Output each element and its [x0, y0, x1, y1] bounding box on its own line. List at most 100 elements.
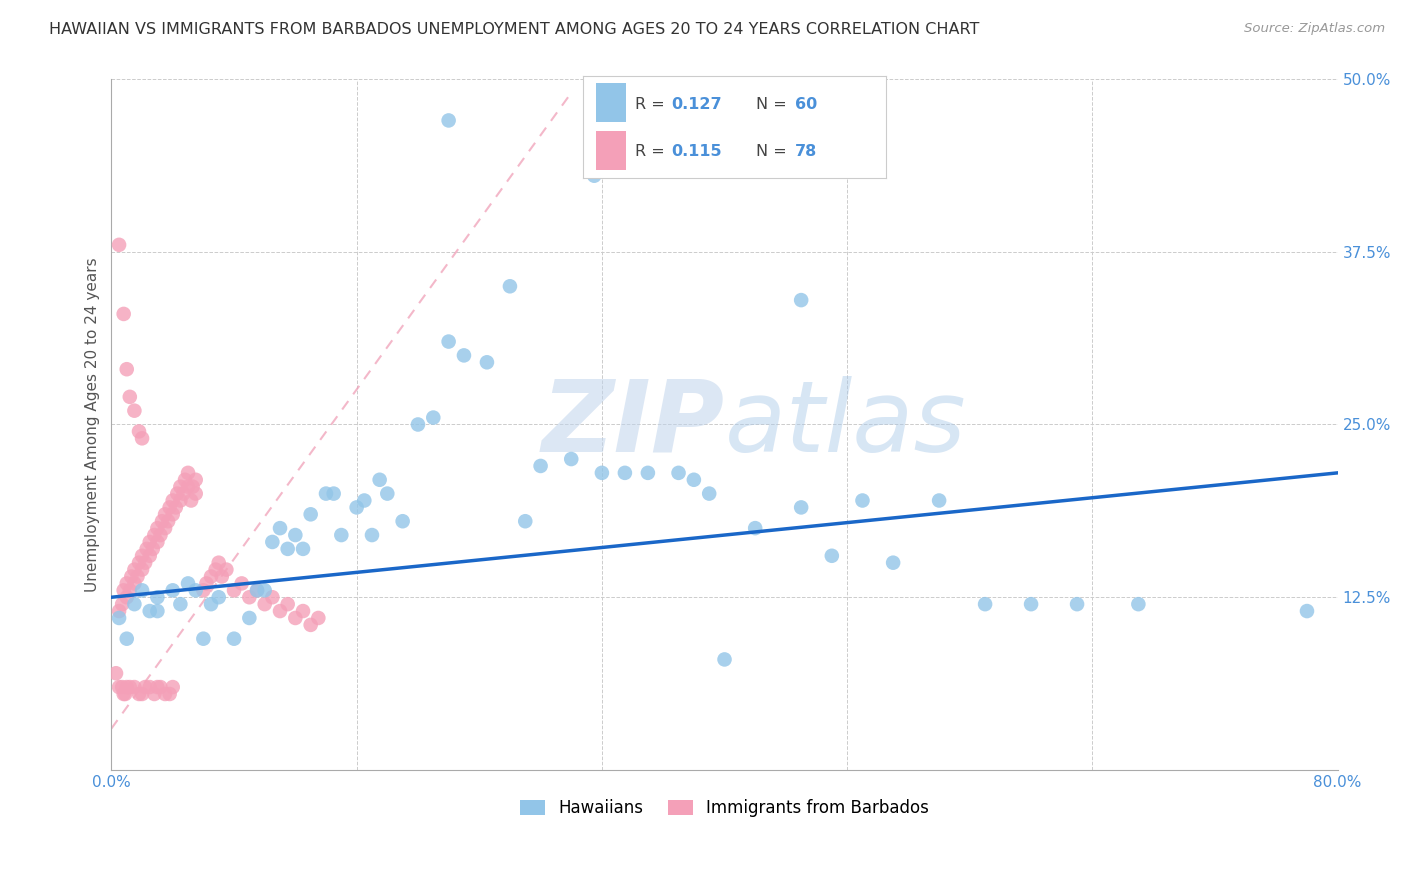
- Point: [115, 362, 138, 376]
- Point: [108, 237, 131, 252]
- Point: [159, 500, 181, 515]
- Point: [149, 680, 172, 694]
- Point: [124, 403, 146, 417]
- Point: [124, 680, 146, 694]
- Point: [284, 611, 307, 625]
- Point: [150, 514, 173, 528]
- Point: [269, 521, 291, 535]
- Point: [307, 611, 329, 625]
- Point: [142, 541, 165, 556]
- Point: [128, 425, 150, 439]
- Point: [222, 583, 245, 598]
- Point: [177, 480, 200, 494]
- Point: [112, 307, 135, 321]
- Point: [591, 466, 613, 480]
- Point: [330, 528, 353, 542]
- Point: [882, 556, 904, 570]
- Point: [159, 687, 181, 701]
- Point: [124, 597, 146, 611]
- Point: [131, 563, 153, 577]
- Point: [269, 604, 291, 618]
- Point: [153, 687, 176, 701]
- Point: [120, 569, 142, 583]
- Point: [131, 549, 153, 563]
- Point: [111, 597, 134, 611]
- Point: [215, 563, 238, 577]
- Point: [143, 687, 166, 701]
- Point: [262, 535, 284, 549]
- Bar: [596, 83, 626, 122]
- Point: [134, 556, 156, 570]
- Point: [1066, 597, 1088, 611]
- Point: [821, 549, 844, 563]
- Point: [143, 528, 166, 542]
- Point: [118, 680, 141, 694]
- Point: [177, 576, 200, 591]
- Point: [246, 583, 269, 598]
- Point: [375, 486, 398, 500]
- Point: [115, 591, 138, 605]
- Point: [346, 500, 368, 515]
- Point: [292, 604, 315, 618]
- Point: [157, 514, 180, 528]
- Point: [361, 528, 384, 542]
- Point: [253, 597, 276, 611]
- Point: [193, 632, 215, 646]
- Point: [211, 569, 233, 583]
- Text: 0.115: 0.115: [671, 145, 721, 160]
- Bar: [596, 131, 626, 170]
- Point: [353, 493, 375, 508]
- Point: [208, 591, 231, 605]
- Point: [560, 452, 582, 467]
- Point: [195, 576, 218, 591]
- Point: [529, 458, 551, 473]
- Point: [193, 583, 215, 598]
- Legend: Hawaiians, Immigrants from Barbados: Hawaiians, Immigrants from Barbados: [513, 792, 936, 824]
- Point: [637, 466, 659, 480]
- Point: [499, 279, 522, 293]
- Point: [108, 680, 131, 694]
- Point: [200, 569, 222, 583]
- Point: [583, 169, 606, 183]
- Text: 78: 78: [796, 145, 817, 160]
- Point: [108, 611, 131, 625]
- Point: [162, 508, 184, 522]
- Text: ZIP: ZIP: [541, 376, 724, 473]
- Point: [131, 687, 153, 701]
- Point: [322, 486, 344, 500]
- Point: [222, 632, 245, 646]
- Point: [668, 466, 690, 480]
- Point: [744, 521, 766, 535]
- Point: [162, 583, 184, 598]
- Text: atlas: atlas: [724, 376, 966, 473]
- Point: [292, 541, 315, 556]
- Point: [162, 493, 184, 508]
- Point: [277, 541, 299, 556]
- Y-axis label: Unemployment Among Ages 20 to 24 years: Unemployment Among Ages 20 to 24 years: [86, 257, 100, 591]
- Point: [115, 576, 138, 591]
- Point: [135, 541, 157, 556]
- Point: [184, 583, 207, 598]
- Point: [169, 493, 191, 508]
- Point: [422, 410, 444, 425]
- Point: [928, 493, 950, 508]
- Point: [165, 500, 187, 515]
- Point: [613, 466, 636, 480]
- Point: [162, 680, 184, 694]
- Point: [974, 597, 997, 611]
- Point: [146, 680, 169, 694]
- Point: [683, 473, 706, 487]
- Text: N =: N =: [756, 145, 792, 160]
- Point: [406, 417, 429, 432]
- Text: R =: R =: [636, 145, 669, 160]
- Point: [284, 528, 307, 542]
- Point: [315, 486, 337, 500]
- Point: [138, 535, 160, 549]
- Point: [246, 583, 269, 598]
- Text: HAWAIIAN VS IMMIGRANTS FROM BARBADOS UNEMPLOYMENT AMONG AGES 20 TO 24 YEARS CORR: HAWAIIAN VS IMMIGRANTS FROM BARBADOS UNE…: [49, 22, 980, 37]
- Point: [124, 563, 146, 577]
- Point: [184, 473, 207, 487]
- Point: [1296, 604, 1319, 618]
- Point: [138, 680, 160, 694]
- Point: [180, 493, 202, 508]
